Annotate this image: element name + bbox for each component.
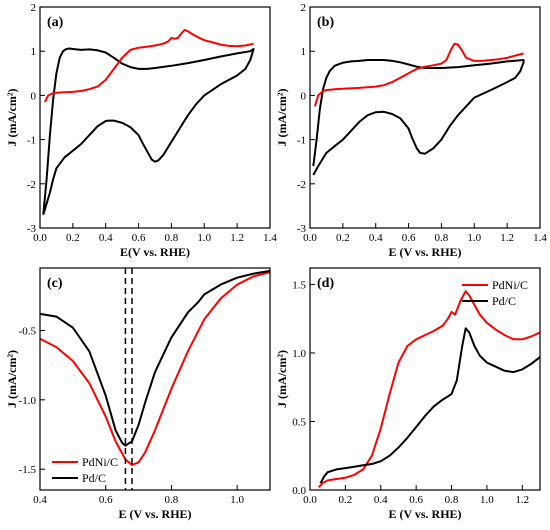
series-group xyxy=(318,290,540,488)
y-tick-label: -3 xyxy=(27,223,37,235)
y-tick-label: 1.0 xyxy=(292,348,306,360)
x-axis-label: E (V vs. RHE) xyxy=(388,507,461,521)
x-tick-label: 1.0 xyxy=(467,232,481,244)
panel-c: 0.4 0.6 0.8 1.0 -1.5 -1.0 -0.5 E (V vs. RHE) J (… xyxy=(5,267,271,521)
y-tick-label: -1 xyxy=(27,135,36,147)
x-tick-label: 0.8 xyxy=(435,232,449,244)
y-tick-label: 0.0 xyxy=(292,485,306,497)
y-axis-label: J (mA/cm²) xyxy=(275,350,289,408)
panel-a: 0.0 0.2 0.4 0.6 0.8 1.0 1.2 1.4 -3 -2 -1 0 1 2 E(V vs.… xyxy=(5,2,277,259)
y-tick-label: 2 xyxy=(31,2,37,14)
y-tick-label: 2 xyxy=(301,2,307,14)
legend-entry: PdNi/C xyxy=(82,455,118,469)
x-tick-label: 0.6 xyxy=(132,232,146,244)
x-tick-label: 0.4 xyxy=(374,494,388,506)
x-tick-label: 1.0 xyxy=(230,494,244,506)
x-tick-label: 0.6 xyxy=(402,232,416,244)
series-line-0 xyxy=(42,47,255,215)
x-tick-label: 0.6 xyxy=(99,494,113,506)
x-tick-label: 0.0 xyxy=(303,494,317,506)
x-tick-label: 1.2 xyxy=(230,232,244,244)
series-group xyxy=(312,42,525,176)
x-tick-label: 1.0 xyxy=(480,494,494,506)
y-tick-label: -1.0 xyxy=(19,395,37,407)
plot-frame xyxy=(309,267,541,491)
x-tick-label: 1.2 xyxy=(515,494,529,506)
y-tick-label: 0 xyxy=(31,90,37,102)
series-line-1 xyxy=(313,42,524,107)
x-tick-label: 0.8 xyxy=(165,494,179,506)
x-tick-label: 0.4 xyxy=(99,232,113,244)
y-tick-label: -0.5 xyxy=(19,325,37,337)
x-tick-label: 0.0 xyxy=(303,232,317,244)
plot-frame xyxy=(39,6,271,229)
legend: PdNi/C Pd/C xyxy=(462,278,528,308)
series-line-pd-c xyxy=(319,327,540,484)
x-tick-label: 0.0 xyxy=(33,232,47,244)
x-tick-label: 0.4 xyxy=(33,494,47,506)
legend-entry: Pd/C xyxy=(82,471,106,485)
y-tick-label: 1.5 xyxy=(292,279,306,291)
panel-label: (a) xyxy=(47,15,64,30)
x-tick-label: 1.4 xyxy=(533,232,547,244)
plot-frame xyxy=(39,267,271,491)
y-axis-label: J (mA/cm²) xyxy=(5,89,19,147)
series-line-0 xyxy=(312,59,525,176)
y-axis-label: J (mA/cm²) xyxy=(275,89,289,147)
x-tick-label: 0.4 xyxy=(369,232,383,244)
x-tick-label: 0.2 xyxy=(66,232,80,244)
y-tick-label: -2 xyxy=(297,179,306,191)
y-tick-label: 1 xyxy=(31,46,37,58)
series-line-1 xyxy=(44,29,254,103)
x-tick-label: 0.2 xyxy=(336,232,350,244)
plot-frame xyxy=(309,6,541,229)
panel-label: (c) xyxy=(47,276,63,291)
series-group xyxy=(42,29,255,215)
series-line-pd-c xyxy=(40,269,270,447)
y-tick-label: -1.5 xyxy=(19,464,37,476)
legend-entry: PdNi/C xyxy=(492,278,528,292)
y-tick-label: 1 xyxy=(301,46,307,58)
legend: PdNi/C Pd/C xyxy=(52,455,118,485)
x-axis-label: E(V vs. RHE) xyxy=(120,245,190,259)
x-tick-label: 1.2 xyxy=(500,232,514,244)
x-axis-label: E (V vs. RHE) xyxy=(118,507,191,521)
panel-label: (b) xyxy=(317,15,334,30)
panel-label: (d) xyxy=(317,276,334,291)
y-tick-label: 0.5 xyxy=(292,416,306,428)
legend-entry: Pd/C xyxy=(492,294,516,308)
y-tick-label: -3 xyxy=(297,223,307,235)
series-line-pdni-c xyxy=(318,290,540,488)
y-tick-label: 0 xyxy=(301,90,307,102)
series-group xyxy=(40,269,270,466)
x-axis-label: E (V vs. RHE) xyxy=(388,245,461,259)
x-tick-label: 0.6 xyxy=(409,494,423,506)
y-tick-label: -1 xyxy=(297,135,306,147)
x-tick-label: 0.8 xyxy=(165,232,179,244)
panel-b: 0.0 0.2 0.4 0.6 0.8 1.0 1.2 1.4 -3 -2 -1 0 1 2 E (V vs… xyxy=(275,2,547,259)
x-tick-label: 1.0 xyxy=(197,232,211,244)
x-tick-label: 1.4 xyxy=(263,232,277,244)
y-axis-label: J (mA/cm²) xyxy=(5,350,19,408)
x-tick-label: 0.8 xyxy=(445,494,459,506)
panel-d: 0.0 0.2 0.4 0.6 0.8 1.0 1.2 0.0 0.5 1.0 1.5 E (V vs… xyxy=(275,267,541,521)
y-tick-label: -2 xyxy=(27,179,36,191)
series-line-pdni-c xyxy=(40,271,270,466)
x-tick-label: 0.2 xyxy=(339,494,353,506)
